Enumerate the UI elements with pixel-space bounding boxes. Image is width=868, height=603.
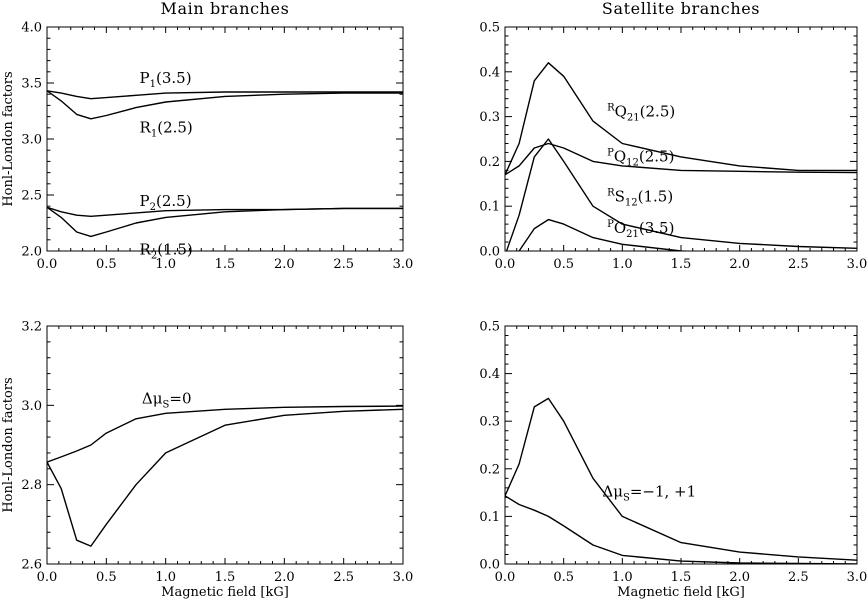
series-line-4 bbox=[516, 218, 700, 251]
series-line-3 bbox=[505, 138, 857, 251]
x-tick-label: 0.5 bbox=[553, 570, 574, 585]
series-line-1 bbox=[47, 90, 403, 100]
curve-label: R1(2.5) bbox=[140, 118, 193, 139]
y-tick-label: 0.2 bbox=[479, 462, 500, 477]
y-tick-label: 3.5 bbox=[21, 77, 42, 92]
y-tick-label: 0.3 bbox=[479, 415, 500, 430]
series-line-1 bbox=[505, 397, 857, 561]
panel-bottom-left: 0.0 0.5 1.0 1.5 2.0 2.5 3.0 2.6 2.8 3.0 3.2 Magneti… bbox=[1, 320, 413, 601]
x-tick-label: 3.0 bbox=[847, 570, 868, 585]
series-line-2 bbox=[47, 90, 403, 120]
y-tick-label: 0.2 bbox=[479, 155, 500, 170]
x-tick-label: 2.0 bbox=[729, 570, 750, 585]
x-tick-label: 0.5 bbox=[96, 570, 117, 585]
y-tick-label: 0.5 bbox=[479, 320, 500, 335]
y-tick-label: 3.2 bbox=[21, 320, 42, 335]
x-tick-label: 1.0 bbox=[155, 570, 176, 585]
x-tick-label: 0.0 bbox=[495, 257, 516, 272]
x-axis-label: Magnetic field [kG] bbox=[161, 585, 289, 600]
curve-label: P1(3.5) bbox=[140, 69, 192, 90]
x-tick-label: 1.0 bbox=[612, 257, 633, 272]
y-tick-label: 3.0 bbox=[21, 399, 42, 414]
x-tick-label: 2.0 bbox=[274, 257, 295, 272]
series-line-4 bbox=[47, 206, 403, 238]
x-tick-label: 3.0 bbox=[847, 257, 868, 272]
panel-main-branches: 0.0 0.5 1.0 1.5 2.0 2.5 3.0 2.0 2.5 3.0 3.5 4.0 Main… bbox=[1, 0, 413, 272]
x-tick-label: 2.5 bbox=[333, 570, 354, 585]
y-tick-label: 0.4 bbox=[479, 65, 500, 80]
x-tick-label: 1.5 bbox=[215, 570, 236, 585]
x-tick-label: 1.5 bbox=[671, 570, 692, 585]
axes-frame bbox=[46, 26, 404, 252]
x-tick-label: 0.0 bbox=[37, 570, 58, 585]
curve-label: PO21(3.5) bbox=[607, 219, 674, 240]
x-tick-label: 3.0 bbox=[393, 570, 414, 585]
chart-title: Satellite branches bbox=[602, 0, 760, 18]
y-tick-label: 2.8 bbox=[21, 478, 42, 493]
y-tick-label: 2.5 bbox=[21, 189, 42, 204]
curve-label: P2(2.5) bbox=[140, 192, 192, 213]
x-tick-label: 3.0 bbox=[393, 257, 414, 272]
y-tick-label: 2.6 bbox=[21, 558, 42, 573]
series-line-2 bbox=[505, 495, 857, 564]
curve-label: ΔμS=−1, +1 bbox=[602, 482, 696, 503]
y-tick-label: 0.4 bbox=[479, 367, 500, 382]
y-tick-label: 2.0 bbox=[21, 245, 42, 260]
x-tick-label: 2.0 bbox=[274, 570, 295, 585]
x-tick-label: 2.5 bbox=[788, 257, 809, 272]
axes-frame bbox=[504, 26, 858, 252]
x-tick-label: 2.5 bbox=[333, 257, 354, 272]
curve-label: RS12(1.5) bbox=[607, 188, 673, 209]
series-line-1 bbox=[47, 405, 403, 463]
series-line-2 bbox=[505, 142, 857, 176]
y-tick-label: 0.3 bbox=[479, 110, 500, 125]
series-line-1 bbox=[505, 62, 857, 176]
x-tick-label: 0.5 bbox=[553, 257, 574, 272]
x-tick-label: 0.0 bbox=[37, 257, 58, 272]
x-tick-label: 0.0 bbox=[495, 570, 516, 585]
y-tick-label: 4.0 bbox=[21, 21, 42, 36]
x-tick-label: 1.0 bbox=[155, 257, 176, 272]
x-tick-label: 0.5 bbox=[96, 257, 117, 272]
y-axis-label: Honl-London factors bbox=[1, 377, 16, 512]
x-tick-label: 1.0 bbox=[612, 570, 633, 585]
curve-label: R2(1.5) bbox=[140, 240, 193, 261]
curve-label: RQ21(2.5) bbox=[607, 103, 675, 124]
axes-frame bbox=[46, 325, 404, 565]
y-tick-label: 0.0 bbox=[479, 245, 500, 260]
x-tick-label: 2.5 bbox=[788, 570, 809, 585]
y-tick-label: 0.1 bbox=[479, 510, 500, 525]
y-tick-label: 0.5 bbox=[479, 21, 500, 36]
x-tick-label: 1.5 bbox=[215, 257, 236, 272]
x-tick-label: 1.5 bbox=[671, 257, 692, 272]
x-axis-label: Magnetic field [kG] bbox=[617, 585, 745, 600]
panel-bottom-right: 0.0 0.5 1.0 1.5 2.0 2.5 3.0 0.0 0.1 0.2 0.3 0.4 0.5 M… bbox=[479, 320, 867, 601]
series-line-2 bbox=[47, 408, 403, 547]
panel-satellite-branches: 0.0 0.5 1.0 1.5 2.0 2.5 3.0 0.0 0.1 0.2 0.3 0.4 0.5 S… bbox=[479, 0, 867, 272]
y-axis-label: Honl-London factors bbox=[1, 71, 16, 206]
y-tick-label: 0.1 bbox=[479, 200, 500, 215]
y-tick-label: 3.0 bbox=[21, 133, 42, 148]
y-tick-label: 0.0 bbox=[479, 558, 500, 573]
curve-label: ΔμS=0 bbox=[142, 389, 192, 410]
x-tick-label: 2.0 bbox=[729, 257, 750, 272]
chart-title: Main branches bbox=[161, 0, 290, 18]
axes-frame bbox=[504, 325, 858, 565]
curve-label: PQ12(2.5) bbox=[607, 147, 674, 168]
